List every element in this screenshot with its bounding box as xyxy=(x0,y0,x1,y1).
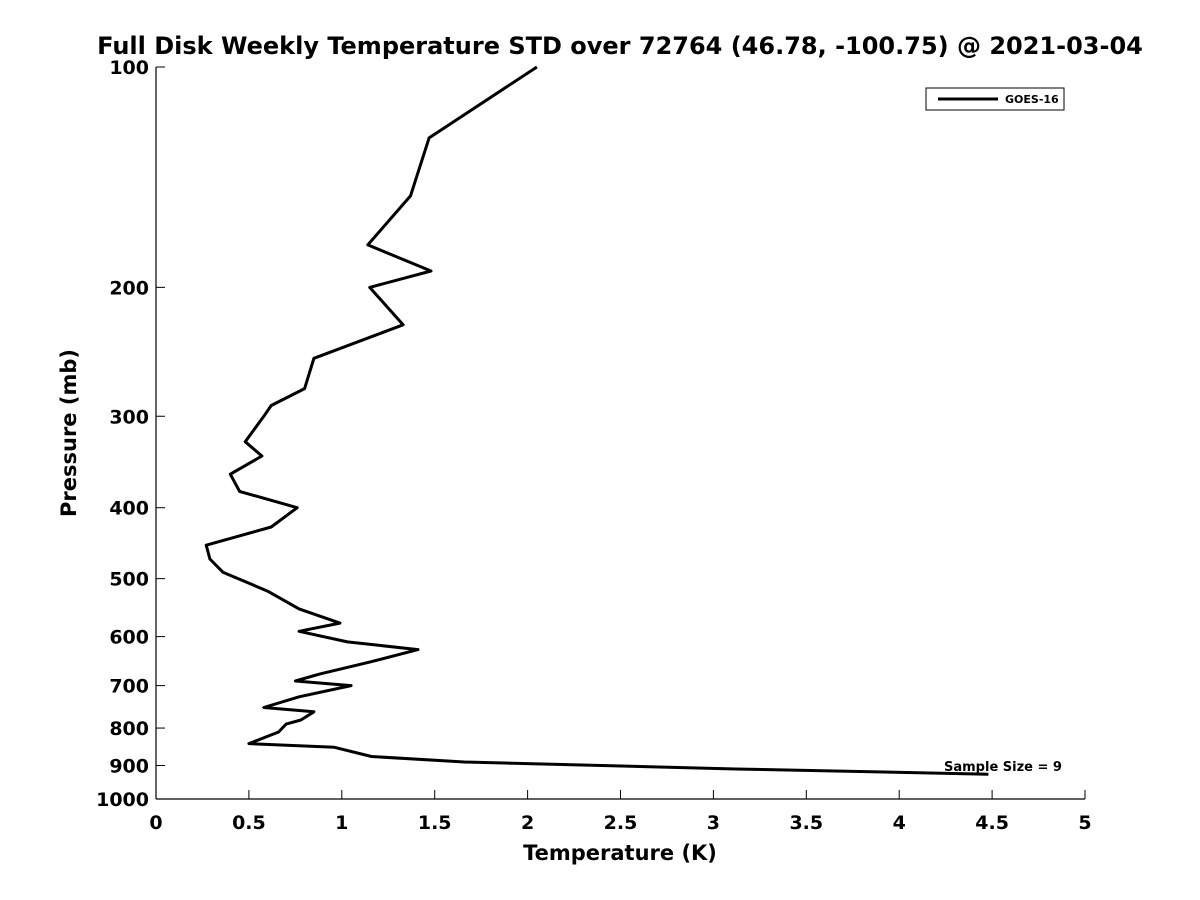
x-tick-label: 4 xyxy=(893,812,906,834)
x-tick-label: 0 xyxy=(149,812,162,834)
x-tick-label: 3.5 xyxy=(789,812,823,834)
x-tick-label: 5 xyxy=(1078,812,1091,834)
x-tick-label: 4.5 xyxy=(975,812,1009,834)
y-axis-label: Pressure (mb) xyxy=(57,349,81,517)
x-tick-label: 1 xyxy=(335,812,348,834)
y-tick-label: 300 xyxy=(109,406,149,428)
y-tick-label: 800 xyxy=(109,718,149,740)
x-tick-label: 0.5 xyxy=(232,812,266,834)
series-line-goes-16 xyxy=(204,65,989,776)
x-axis-label: Temperature (K) xyxy=(523,841,717,865)
y-tick-label: 900 xyxy=(109,756,149,778)
y-tick-label: 1000 xyxy=(96,789,149,811)
legend: GOES-16 xyxy=(925,87,1065,111)
sample-size-annotation: Sample Size = 9 xyxy=(944,760,1062,775)
x-tick-label: 2 xyxy=(521,812,534,834)
x-tick-label: 1.5 xyxy=(418,812,452,834)
x-ticks: 0 0.5 1 1.5 2 2.5 3 3.5 4 4.5 5 xyxy=(149,790,1092,834)
y-tick-label: 700 xyxy=(109,676,149,698)
x-tick-label: 2.5 xyxy=(604,812,638,834)
y-tick-label: 100 xyxy=(109,57,149,79)
plot-area xyxy=(156,67,1085,799)
chart-title: Full Disk Weekly Temperature STD over 72… xyxy=(97,32,1143,60)
y-tick-label: 400 xyxy=(109,498,149,520)
series-layer xyxy=(204,65,989,776)
y-ticks: 100 200 300 400 500 600 700 800 900 1000 xyxy=(96,57,165,811)
x-tick-label: 3 xyxy=(707,812,720,834)
legend-label-goes-16: GOES-16 xyxy=(1005,93,1059,106)
y-tick-label: 600 xyxy=(109,627,149,649)
y-tick-label: 200 xyxy=(109,277,149,299)
y-tick-label: 500 xyxy=(109,569,149,591)
